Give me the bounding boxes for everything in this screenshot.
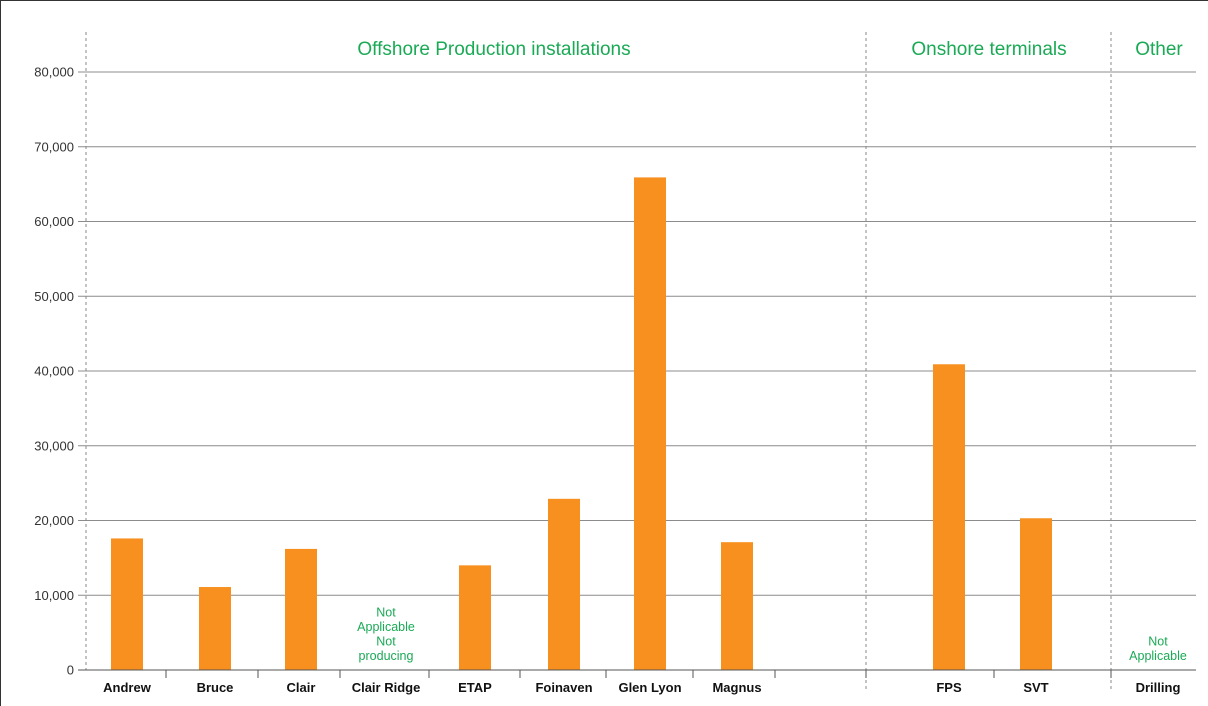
x-axis bbox=[78, 669, 1196, 678]
bar-magnus bbox=[721, 542, 753, 670]
annotation-clair-ridge-line-3: Not bbox=[376, 635, 396, 649]
category-label-drilling: Drilling bbox=[1136, 680, 1181, 695]
annotation-drilling-line-2: Applicable bbox=[1129, 649, 1187, 663]
group-separators bbox=[85, 32, 1112, 690]
bar-fps bbox=[933, 364, 965, 670]
y-tick-label-40000: 40,000 bbox=[34, 364, 74, 379]
category-label-clair: Clair bbox=[287, 680, 316, 695]
bar-clair bbox=[285, 548, 317, 670]
y-tick-label-0: 0 bbox=[67, 663, 74, 678]
annotation-clair-ridge-line-2: Applicable bbox=[357, 620, 415, 634]
y-tick-label-80000: 80,000 bbox=[34, 65, 74, 80]
category-label-svt: SVT bbox=[1023, 680, 1048, 695]
annotation-clair-ridge-line-4: producing bbox=[359, 649, 414, 663]
annotation-clair-ridge-line-1: Not bbox=[376, 606, 396, 620]
category-label-clair-ridge: Clair Ridge bbox=[352, 680, 421, 695]
category-label-fps: FPS bbox=[936, 680, 962, 695]
bar-bruce bbox=[199, 587, 231, 670]
group-label-onshore-terminals: Onshore terminals bbox=[911, 39, 1066, 60]
y-tick-label-10000: 10,000 bbox=[34, 588, 74, 603]
y-tick-labels: 0 10,000 20,000 30,000 40,000 50,000 60,000 70,… bbox=[34, 65, 74, 678]
group-label-other: Other bbox=[1135, 39, 1183, 60]
bar-andrew bbox=[111, 538, 143, 670]
category-label-glen-lyon: Glen Lyon bbox=[618, 680, 681, 695]
bar-glen-lyon bbox=[634, 177, 666, 670]
category-label-andrew: Andrew bbox=[103, 680, 152, 695]
y-tick-label-70000: 70,000 bbox=[34, 139, 74, 154]
category-label-etap: ETAP bbox=[458, 680, 492, 695]
category-label-bruce: Bruce bbox=[197, 680, 234, 695]
annotation-drilling-line-1: Not bbox=[1148, 635, 1168, 649]
category-labels: Andrew Bruce Clair Clair Ridge ETAP Foinaven G… bbox=[103, 680, 1180, 695]
bars bbox=[111, 177, 1052, 670]
category-label-foinaven: Foinaven bbox=[535, 680, 592, 695]
bar-svt bbox=[1020, 518, 1052, 670]
bar-etap bbox=[459, 565, 491, 670]
category-label-magnus: Magnus bbox=[712, 680, 761, 695]
y-tick-label-30000: 30,000 bbox=[34, 438, 74, 453]
bar-foinaven bbox=[548, 498, 580, 670]
y-tick-label-60000: 60,000 bbox=[34, 214, 74, 229]
y-tick-label-50000: 50,000 bbox=[34, 289, 74, 304]
y-tick-label-20000: 20,000 bbox=[34, 513, 74, 528]
group-label-offshore-production-installations: Offshore Production installations bbox=[357, 39, 630, 60]
group-labels: Offshore Production installations Onshore… bbox=[357, 39, 1183, 60]
